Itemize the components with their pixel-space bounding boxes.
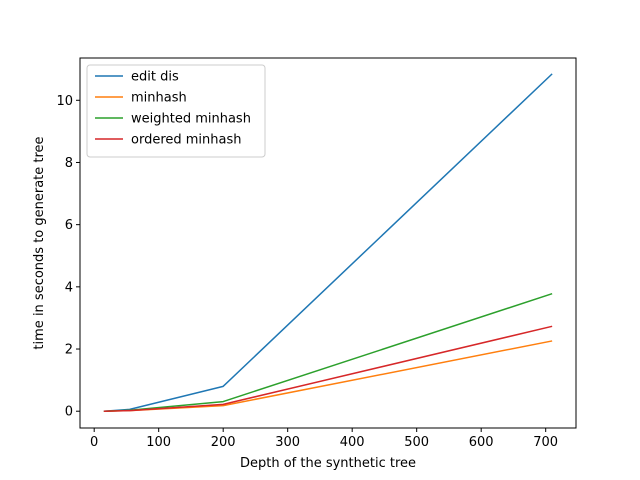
legend-label-3: ordered minhash <box>131 133 242 148</box>
y-tick-label-1: 2 <box>65 343 73 358</box>
x-axis: 0 100 200 300 400 500 600 700 <box>90 428 558 450</box>
y-tick-label-0: 0 <box>65 405 73 420</box>
y-axis: 0 2 4 6 8 10 <box>56 94 80 420</box>
x-axis-label: Depth of the synthetic tree <box>240 456 416 471</box>
series-line-2 <box>103 292 553 412</box>
y-tick-label-5: 10 <box>56 94 73 109</box>
legend-box <box>86 64 266 158</box>
x-tick-label-3: 300 <box>275 435 300 450</box>
x-tick-label-6: 600 <box>469 435 494 450</box>
x-tick-label-4: 400 <box>340 435 365 450</box>
legend-label-2: weighted minhash <box>131 112 251 127</box>
plot-frame <box>79 57 577 429</box>
x-tick-label-7: 700 <box>533 435 558 450</box>
x-tick-label-2: 200 <box>211 435 236 450</box>
legend-label-1: minhash <box>131 91 187 106</box>
x-tick-label-5: 500 <box>404 435 429 450</box>
y-tick-label-4: 8 <box>65 156 73 171</box>
series-lines <box>103 73 553 412</box>
x-tick-label-0: 0 <box>90 435 98 450</box>
y-axis-label: time in seconds to generate tree <box>32 136 47 349</box>
y-tick-label-3: 6 <box>65 218 73 233</box>
series-line-3 <box>103 325 553 412</box>
series-line-1 <box>103 340 553 412</box>
legend: edit dis minhash weighted minhash ordered m… <box>86 64 266 158</box>
x-tick-label-1: 100 <box>146 435 171 450</box>
legend-label-0: edit dis <box>131 70 179 85</box>
y-tick-label-2: 4 <box>65 280 73 295</box>
